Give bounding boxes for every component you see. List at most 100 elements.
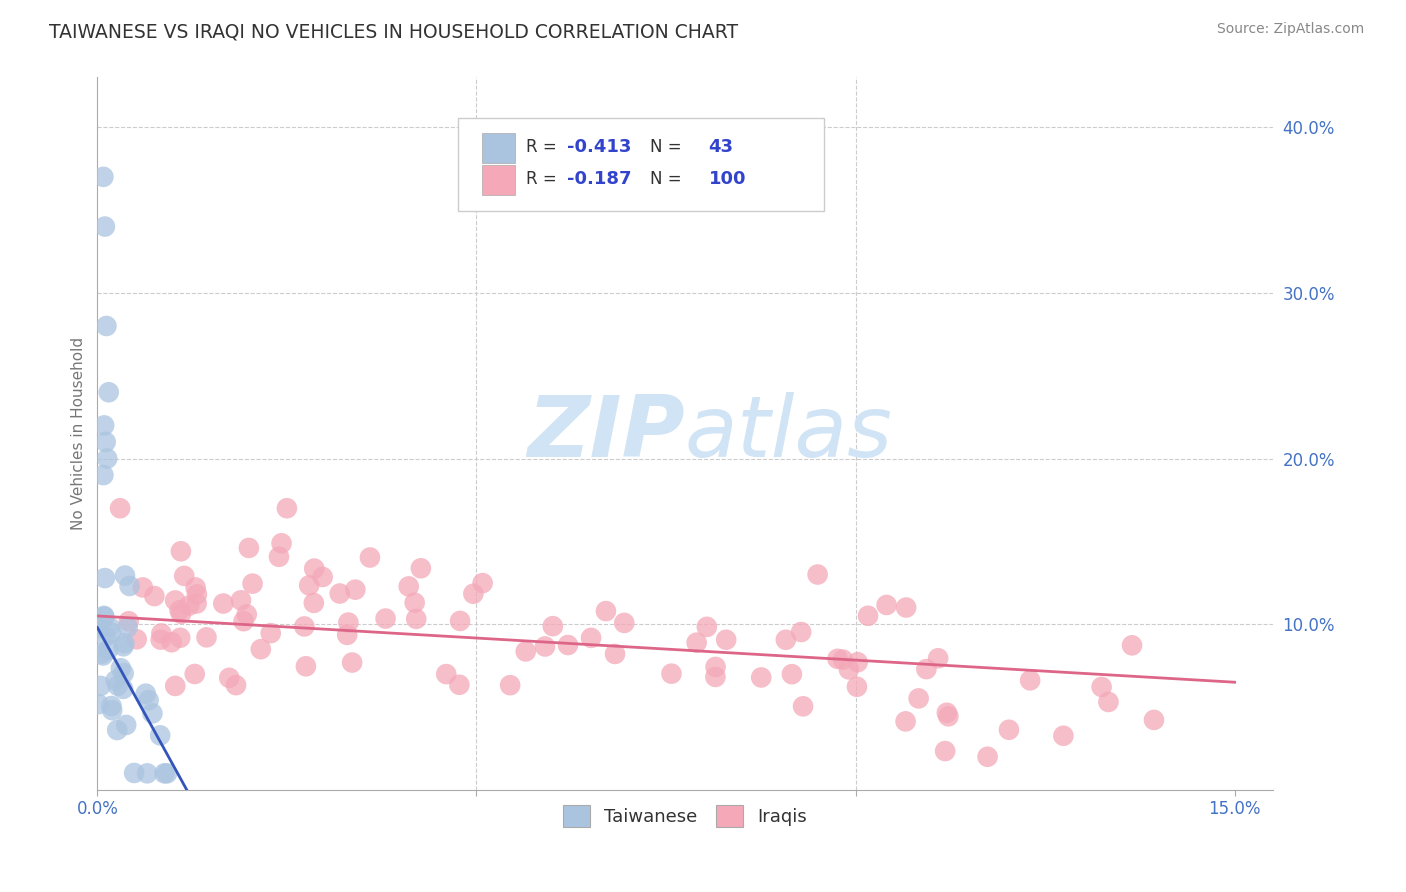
Point bbox=[827, 652, 849, 666]
Point bbox=[87, 621, 110, 635]
Point bbox=[260, 626, 283, 640]
Point bbox=[118, 614, 141, 628]
Point bbox=[340, 656, 363, 670]
Point bbox=[295, 659, 318, 673]
Point bbox=[603, 647, 626, 661]
Point bbox=[235, 607, 257, 622]
Point bbox=[404, 596, 426, 610]
Point bbox=[1052, 729, 1074, 743]
Text: R =: R = bbox=[526, 138, 562, 156]
Point bbox=[117, 620, 139, 634]
Text: TAIWANESE VS IRAQI NO VEHICLES IN HOUSEHOLD CORRELATION CHART: TAIWANESE VS IRAQI NO VEHICLES IN HOUSEH… bbox=[49, 22, 738, 41]
Point bbox=[93, 468, 115, 483]
Point bbox=[87, 617, 110, 632]
Point bbox=[534, 640, 557, 654]
Point bbox=[449, 678, 471, 692]
Text: -0.187: -0.187 bbox=[568, 170, 631, 188]
Text: Source: ZipAtlas.com: Source: ZipAtlas.com bbox=[1216, 22, 1364, 37]
Point bbox=[132, 581, 155, 595]
Point bbox=[107, 679, 129, 693]
Text: ZIP: ZIP bbox=[527, 392, 685, 475]
Point bbox=[915, 662, 938, 676]
Point bbox=[212, 597, 235, 611]
Point bbox=[179, 599, 201, 613]
Point bbox=[218, 671, 240, 685]
Point bbox=[225, 678, 247, 692]
Text: atlas: atlas bbox=[685, 392, 893, 475]
Point bbox=[114, 568, 136, 582]
Point bbox=[398, 579, 420, 593]
Point bbox=[780, 667, 803, 681]
Point bbox=[169, 631, 191, 645]
Point bbox=[93, 608, 115, 623]
Point bbox=[976, 749, 998, 764]
Point bbox=[90, 679, 112, 693]
Point bbox=[1121, 638, 1143, 652]
Point bbox=[170, 607, 193, 621]
Point bbox=[115, 718, 138, 732]
Y-axis label: No Vehicles in Household: No Vehicles in Household bbox=[72, 337, 86, 530]
Point bbox=[292, 619, 315, 633]
Point bbox=[337, 615, 360, 630]
Point bbox=[471, 576, 494, 591]
Point bbox=[94, 219, 117, 234]
Point bbox=[714, 632, 737, 647]
Point bbox=[94, 434, 117, 449]
Point bbox=[173, 569, 195, 583]
Point bbox=[329, 586, 352, 600]
Point bbox=[97, 642, 120, 657]
Point bbox=[935, 706, 957, 720]
Point bbox=[595, 604, 617, 618]
Point bbox=[374, 611, 396, 625]
Point bbox=[336, 628, 359, 642]
Point bbox=[270, 536, 292, 550]
Point bbox=[998, 723, 1021, 737]
Point bbox=[150, 626, 173, 640]
Point bbox=[775, 632, 797, 647]
Point bbox=[165, 593, 187, 607]
Point bbox=[94, 571, 117, 585]
Point bbox=[136, 766, 159, 780]
Point bbox=[141, 706, 163, 721]
Point bbox=[344, 582, 367, 597]
Point bbox=[894, 600, 917, 615]
Point bbox=[110, 661, 132, 675]
Point bbox=[165, 679, 187, 693]
Point bbox=[515, 644, 537, 658]
Point bbox=[93, 610, 115, 624]
Point bbox=[661, 666, 683, 681]
Point bbox=[112, 636, 135, 650]
Point bbox=[125, 632, 148, 647]
Point bbox=[685, 635, 707, 649]
Point bbox=[170, 544, 193, 558]
Point bbox=[238, 541, 260, 555]
Point bbox=[613, 615, 636, 630]
FancyBboxPatch shape bbox=[482, 165, 515, 195]
Point bbox=[100, 625, 122, 640]
Point bbox=[112, 681, 135, 696]
Point bbox=[499, 678, 522, 692]
Point bbox=[135, 687, 157, 701]
Point bbox=[311, 570, 333, 584]
Point bbox=[112, 640, 135, 654]
Point bbox=[93, 418, 115, 433]
Point bbox=[118, 579, 141, 593]
Point bbox=[749, 670, 772, 684]
Point bbox=[894, 714, 917, 729]
Point bbox=[696, 620, 718, 634]
Point bbox=[156, 766, 179, 780]
Point bbox=[856, 608, 879, 623]
Point bbox=[149, 728, 172, 742]
Point bbox=[907, 691, 929, 706]
Point bbox=[186, 597, 208, 611]
Point bbox=[160, 635, 183, 649]
FancyBboxPatch shape bbox=[458, 118, 824, 211]
Point bbox=[298, 578, 321, 592]
Point bbox=[807, 567, 830, 582]
Point bbox=[1143, 713, 1166, 727]
Text: 43: 43 bbox=[709, 138, 734, 156]
Point bbox=[463, 587, 485, 601]
Point bbox=[267, 549, 290, 564]
Point bbox=[409, 561, 432, 575]
Point bbox=[96, 318, 118, 333]
